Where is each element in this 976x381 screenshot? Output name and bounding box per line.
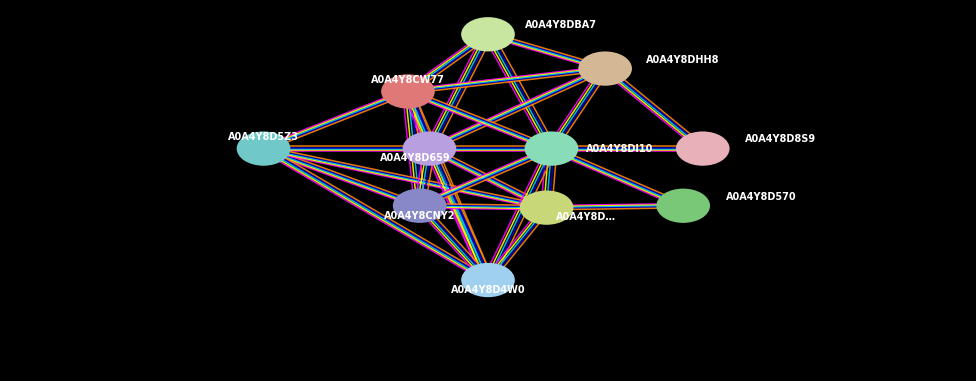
Ellipse shape <box>462 263 515 297</box>
Text: A0A4Y8DHH8: A0A4Y8DHH8 <box>646 55 720 65</box>
Ellipse shape <box>393 189 447 223</box>
Ellipse shape <box>656 189 711 223</box>
Text: A0A4Y8CW77: A0A4Y8CW77 <box>371 75 445 85</box>
Text: A0A4Y8D8S9: A0A4Y8D8S9 <box>746 134 816 144</box>
Text: A0A4Y8D5Z3: A0A4Y8D5Z3 <box>228 132 299 142</box>
Ellipse shape <box>675 131 730 166</box>
Text: A0A4Y8DBA7: A0A4Y8DBA7 <box>525 20 597 30</box>
Ellipse shape <box>462 17 515 51</box>
Ellipse shape <box>381 74 435 109</box>
Text: A0A4Y8DI10: A0A4Y8DI10 <box>586 144 654 154</box>
Text: A0A4Y8D570: A0A4Y8D570 <box>726 192 796 202</box>
Text: A0A4Y8D…: A0A4Y8D… <box>555 212 616 222</box>
Ellipse shape <box>403 131 456 166</box>
Ellipse shape <box>525 131 578 166</box>
Ellipse shape <box>578 51 632 86</box>
Ellipse shape <box>520 190 574 225</box>
Text: A0A4Y8D659: A0A4Y8D659 <box>380 154 450 163</box>
Text: A0A4Y8CNY2: A0A4Y8CNY2 <box>384 211 456 221</box>
Ellipse shape <box>237 131 291 166</box>
Text: A0A4Y8D4W0: A0A4Y8D4W0 <box>451 285 525 295</box>
